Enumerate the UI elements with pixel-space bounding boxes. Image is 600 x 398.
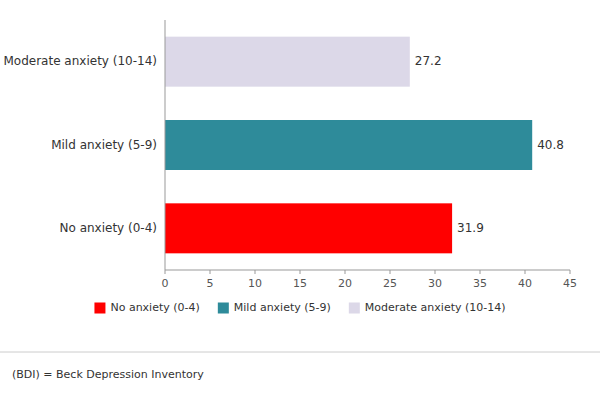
x-tick-label: 30 bbox=[428, 277, 442, 290]
x-tick-label: 10 bbox=[248, 277, 262, 290]
x-tick bbox=[210, 270, 211, 274]
y-tick-label: Mild anxiety (5-9) bbox=[51, 138, 157, 152]
x-tick-label: 5 bbox=[207, 277, 214, 290]
y-axis-line bbox=[165, 20, 166, 270]
bars bbox=[165, 37, 532, 254]
x-tick bbox=[345, 270, 346, 274]
data-label: 31.9 bbox=[457, 221, 484, 235]
x-tick bbox=[525, 270, 526, 274]
x-axis-line bbox=[165, 270, 570, 271]
legend-swatch bbox=[94, 303, 105, 314]
x-tick-label: 40 bbox=[518, 277, 532, 290]
legend-label: No anxiety (0-4) bbox=[110, 301, 199, 314]
x-tick-label: 45 bbox=[563, 277, 577, 290]
legend: No anxiety (0-4) Mild anxiety (5-9) Modera… bbox=[94, 301, 505, 314]
x-tick-label: 15 bbox=[293, 277, 307, 290]
data-label: 27.2 bbox=[415, 54, 442, 68]
x-tick bbox=[300, 270, 301, 274]
x-tick bbox=[480, 270, 481, 274]
x-tick bbox=[165, 270, 166, 274]
separator bbox=[0, 352, 600, 353]
bar bbox=[165, 120, 532, 170]
bar bbox=[165, 37, 410, 87]
x-tick-label: 25 bbox=[383, 277, 397, 290]
legend-swatch bbox=[349, 303, 360, 314]
legend-label: Moderate anxiety (10-14) bbox=[365, 301, 506, 314]
legend-label: Mild anxiety (5-9) bbox=[234, 301, 331, 314]
y-tick-label: Moderate anxiety (10-14) bbox=[3, 54, 157, 68]
footnote: (BDI) = Beck Depression Inventory bbox=[12, 368, 204, 381]
x-tick bbox=[435, 270, 436, 274]
x-tick-label: 35 bbox=[473, 277, 487, 290]
legend-swatch bbox=[218, 303, 229, 314]
x-tick-label: 0 bbox=[162, 277, 169, 290]
x-tick-label: 20 bbox=[338, 277, 352, 290]
x-tick bbox=[255, 270, 256, 274]
chart: 0 5 10 15 20 25 30 35 40 45 No anxiety (0-4) Mild a… bbox=[0, 0, 600, 398]
x-tick bbox=[570, 270, 571, 274]
y-tick-label: No anxiety (0-4) bbox=[60, 221, 158, 235]
x-tick bbox=[390, 270, 391, 274]
bar bbox=[165, 203, 452, 253]
data-label: 40.8 bbox=[537, 138, 564, 152]
